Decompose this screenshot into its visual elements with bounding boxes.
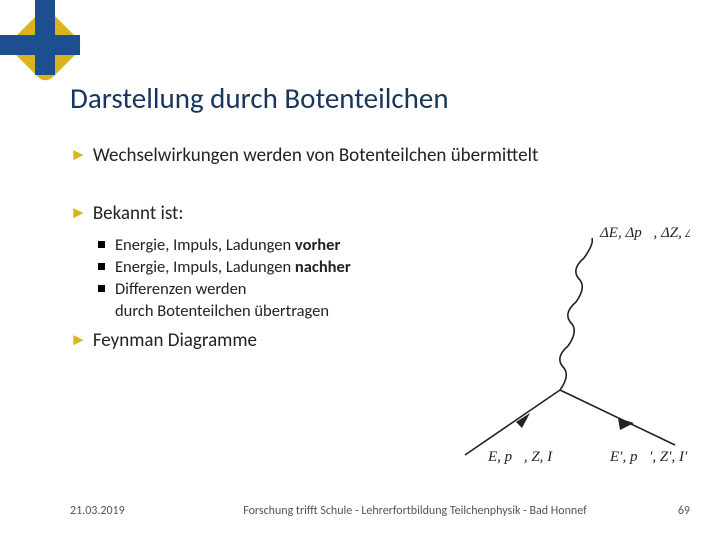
- footer-page: 69: [650, 504, 690, 518]
- arrow-icon: ►: [70, 202, 87, 224]
- bullet-1-text: Wechselwirkungen werden von Botenteilche…: [93, 144, 538, 168]
- square-icon: [98, 263, 105, 270]
- bullet-3-text: Feynman Diagramme: [93, 329, 257, 353]
- incoming-label: E, p⃗, Z, I: [487, 449, 553, 465]
- footer-center: Forschung trifft Schule - Lehrerfortbild…: [180, 504, 650, 518]
- outgoing-label: E′, p⃗′, Z′, I′: [609, 449, 688, 465]
- arrow-icon: ►: [70, 144, 87, 166]
- footer: 21.03.2019 Forschung trifft Schule - Leh…: [70, 504, 690, 518]
- logo-corner: [0, 0, 90, 90]
- bullet-2-text: Bekannt ist:: [93, 202, 184, 226]
- bullet-1: ► Wechselwirkungen werden von Botenteilc…: [70, 144, 670, 168]
- page-title: Darstellung durch Botenteilchen: [70, 80, 670, 116]
- feynman-diagram: ΔE, Δp⃗, ΔZ, ΔI E, p⃗, Z, I E′, p⃗′, Z′,…: [460, 225, 690, 465]
- arrow-icon: ►: [70, 329, 87, 351]
- diagram-lines: [465, 238, 675, 455]
- square-icon: [98, 285, 105, 292]
- bullet-2: ► Bekannt ist:: [70, 202, 670, 226]
- delta-label: ΔE, Δp⃗, ΔZ, ΔI: [599, 225, 690, 241]
- square-icon: [98, 241, 105, 248]
- footer-date: 21.03.2019: [70, 504, 180, 518]
